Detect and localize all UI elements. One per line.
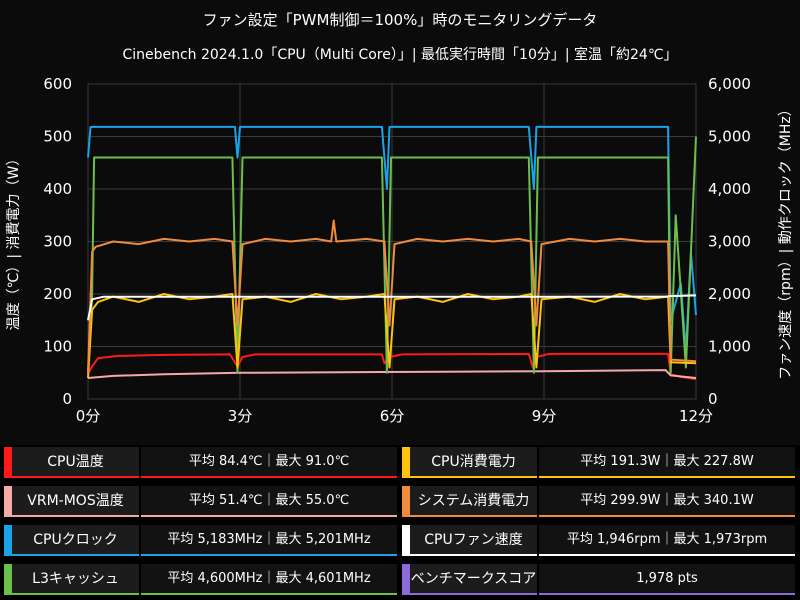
series-layer bbox=[87, 125, 697, 381]
stat-label: VRM-MOS温度 bbox=[4, 486, 139, 517]
right-y-tick: 3,000 bbox=[708, 233, 751, 251]
series-line bbox=[87, 294, 697, 321]
stats-panel: CPU温度 平均 84.4℃｜最大 91.0℃ VRM-MOS温度 平均 51.4℃｜… bbox=[0, 445, 800, 600]
x-tick: 12分 bbox=[679, 407, 713, 425]
stat-label: L3キャッシュ bbox=[4, 564, 139, 595]
chart-panel: ファン設定「PWM制御＝100%」時のモニタリングデータ Cinebench 2… bbox=[0, 0, 800, 445]
left-y-tick: 400 bbox=[43, 180, 72, 198]
left-y-tick: 500 bbox=[43, 128, 72, 146]
stat-row-left: CPU温度 平均 84.4℃｜最大 91.0℃ bbox=[4, 447, 397, 478]
stat-label: ベンチマークスコア bbox=[402, 564, 537, 595]
series-line bbox=[87, 136, 697, 374]
stat-label: CPU消費電力 bbox=[402, 447, 537, 478]
stat-value: 平均 5,183MHz｜最大 5,201MHz bbox=[141, 525, 397, 556]
stat-value: 平均 299.9W｜最大 340.1W bbox=[539, 486, 795, 517]
left-axis-label: 温度（℃）| 消費電力（W） bbox=[6, 152, 22, 331]
right-y-tick: 2,000 bbox=[708, 285, 751, 303]
chart-subtitle: Cinebench 2024.1.0「CPU（Multi Core）」| 最低実… bbox=[122, 46, 677, 63]
stat-value: 平均 1,946rpm｜最大 1,973rpm bbox=[539, 525, 795, 556]
left-y-tick: 100 bbox=[43, 338, 72, 356]
x-tick: 0分 bbox=[76, 407, 101, 425]
left-y-tick: 300 bbox=[43, 233, 72, 251]
right-y-tick: 4,000 bbox=[708, 180, 751, 198]
stat-label: CPU温度 bbox=[4, 447, 139, 478]
stat-value: 平均 191.3W｜最大 227.8W bbox=[539, 447, 795, 478]
x-tick: 9分 bbox=[532, 407, 557, 425]
stat-value: 平均 4,600MHz｜最大 4,601MHz bbox=[141, 564, 397, 595]
chart-title: ファン設定「PWM制御＝100%」時のモニタリングデータ bbox=[203, 11, 598, 29]
x-tick: 6分 bbox=[380, 407, 405, 425]
right-y-tick: 0 bbox=[708, 390, 718, 408]
series-line bbox=[87, 369, 697, 379]
right-y-tick: 6,000 bbox=[708, 75, 751, 93]
right-y-tick: 5,000 bbox=[708, 128, 751, 146]
stat-row-left: L3キャッシュ 平均 4,600MHz｜最大 4,601MHz bbox=[4, 564, 397, 595]
line-chart: ファン設定「PWM制御＝100%」時のモニタリングデータ Cinebench 2… bbox=[6, 11, 794, 425]
stat-value: 1,978 pts bbox=[539, 564, 795, 595]
stat-row-right: システム消費電力 平均 299.9W｜最大 340.1W bbox=[402, 486, 795, 517]
stat-label: CPUクロック bbox=[4, 525, 139, 556]
stat-value: 平均 51.4℃｜最大 55.0℃ bbox=[141, 486, 397, 517]
stat-row-right: CPUファン速度 平均 1,946rpm｜最大 1,973rpm bbox=[402, 525, 795, 556]
stat-row-right: ベンチマークスコア 1,978 pts bbox=[402, 564, 795, 595]
stat-label: システム消費電力 bbox=[402, 486, 537, 517]
right-axis-label: ファン速度（rpm）| 動作クロック（MHz） bbox=[778, 102, 794, 379]
left-y-tick: 600 bbox=[43, 75, 72, 93]
stat-row-left: CPUクロック 平均 5,183MHz｜最大 5,201MHz bbox=[4, 525, 397, 556]
series-line bbox=[87, 219, 697, 373]
series-line bbox=[87, 352, 697, 381]
series-line bbox=[87, 125, 697, 353]
left-y-tick: 0 bbox=[62, 390, 72, 408]
x-tick: 3分 bbox=[228, 407, 253, 425]
right-y-tick: 1,000 bbox=[708, 338, 751, 356]
stat-value: 平均 84.4℃｜最大 91.0℃ bbox=[141, 447, 397, 478]
stat-label: CPUファン速度 bbox=[402, 525, 537, 556]
stat-row-left: VRM-MOS温度 平均 51.4℃｜最大 55.0℃ bbox=[4, 486, 397, 517]
stat-row-right: CPU消費電力 平均 191.3W｜最大 227.8W bbox=[402, 447, 795, 478]
tick-labels: 0 0 100 1,000 200 2,000 300 3,000 400 4,000 500 5,0… bbox=[43, 75, 751, 425]
left-y-tick: 200 bbox=[43, 285, 72, 303]
